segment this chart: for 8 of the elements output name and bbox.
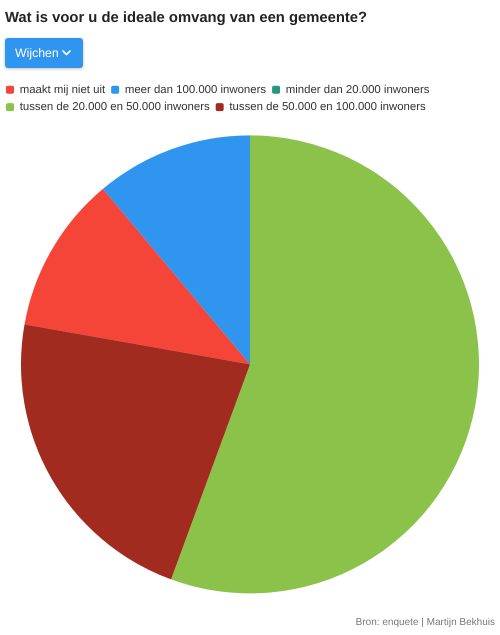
text: Bron: enquete | Martijn Bekhuis	[356, 617, 495, 628]
legend-label: tussen de 50.000 en 100.000 inwoners	[229, 101, 426, 114]
chart-title: Wat is voor u de ideale omvang van een gemeente?	[5, 10, 368, 26]
legend-label: meer dan 100.000 inwoners	[124, 84, 266, 96]
chart-subtitle: Wijchen	[15, 45, 59, 61]
legend-label: maakt mij niet uit	[20, 84, 106, 96]
legend-label: minder dan 20.000 inwoners	[286, 84, 430, 96]
legend-label: tussen de 20.000 en 50.000 inwoners	[20, 101, 210, 114]
